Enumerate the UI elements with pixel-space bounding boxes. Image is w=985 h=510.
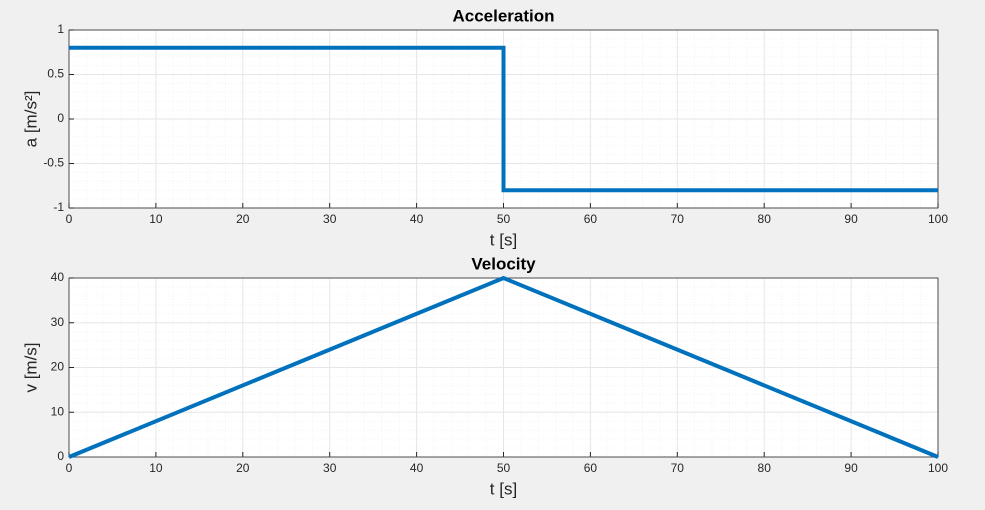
x-tick-label: 50 (497, 212, 511, 226)
y-axis-label: a [m/s²] (21, 91, 40, 148)
y-tick-label: -1 (53, 200, 64, 214)
y-tick-label: -0.5 (43, 156, 64, 170)
x-tick-label: 60 (584, 461, 598, 475)
x-tick-label: 0 (66, 461, 73, 475)
x-tick-label: 20 (236, 212, 250, 226)
x-tick-label: 10 (149, 212, 163, 226)
x-tick-label: 90 (844, 212, 858, 226)
x-tick-label: 80 (758, 461, 772, 475)
x-tick-label: 70 (671, 212, 685, 226)
x-tick-label: 40 (410, 461, 424, 475)
x-tick-label: 60 (584, 212, 598, 226)
x-axis-label: t [s] (490, 479, 517, 498)
data-line (68, 275, 939, 459)
y-tick-label: 30 (51, 315, 65, 329)
y-tick-label: 10 (51, 404, 65, 418)
x-tick-label: 40 (410, 212, 424, 226)
x-tick-label: 0 (66, 212, 73, 226)
x-tick-label: 80 (758, 212, 772, 226)
chart-title: Velocity (471, 254, 536, 273)
x-tick-label: 20 (236, 461, 250, 475)
x-tick-label: 30 (323, 461, 337, 475)
x-tick-label: 90 (844, 461, 858, 475)
x-tick-label: 100 (928, 461, 948, 475)
chart-title: Acceleration (452, 6, 554, 25)
y-tick-label: 40 (51, 270, 65, 284)
x-tick-label: 70 (671, 461, 685, 475)
x-tick-label: 50 (497, 461, 511, 475)
x-tick-label: 10 (149, 461, 163, 475)
y-tick-label: 0 (57, 111, 64, 125)
y-tick-label: 1 (57, 22, 64, 36)
data-line (69, 45, 938, 193)
y-axis-label: v [m/s] (21, 342, 40, 392)
x-axis-label: t [s] (490, 230, 517, 249)
y-tick-label: 0 (57, 449, 64, 463)
y-tick-label: 20 (51, 360, 65, 374)
x-tick-label: 100 (928, 212, 948, 226)
x-tick-label: 30 (323, 212, 337, 226)
axes-box (68, 29, 939, 209)
y-tick-label: 0.5 (47, 67, 64, 81)
